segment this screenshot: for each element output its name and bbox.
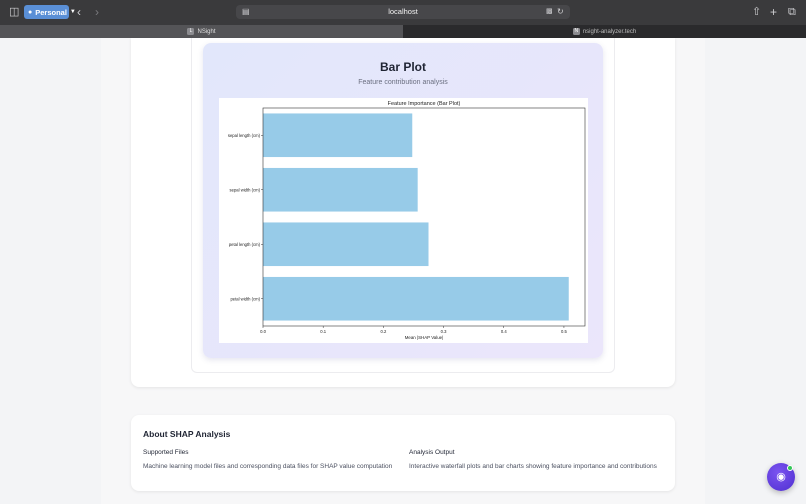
tab-favicon: L <box>187 28 195 35</box>
x-axis-label: Mean |SHAP Value| <box>405 335 443 340</box>
assistant-button[interactable]: ◉ <box>767 463 795 491</box>
x-tick-label: 0.5 <box>561 329 567 334</box>
address-bar[interactable]: ▤ localhost ▩ ↻ <box>236 5 570 19</box>
reload-icon[interactable]: ↻ <box>557 7 564 16</box>
tab-bar: L NSight N nsight-analyzer.tech <box>0 25 806 38</box>
tab-nsight[interactable]: L NSight <box>0 25 403 38</box>
analysis-output-text: Interactive waterfall plots and bar char… <box>409 463 657 470</box>
supported-files-heading: Supported Files <box>143 449 189 456</box>
bar-chart-svg: Feature Importance (Bar Plot) sepal lengt… <box>228 101 586 340</box>
analysis-output-heading: Analysis Output <box>409 449 455 456</box>
about-card: About SHAP Analysis Supported Files Mach… <box>131 415 675 491</box>
chart-bar <box>263 167 418 212</box>
tab-label: nsight-analyzer.tech <box>582 28 637 35</box>
chart-bar <box>263 113 413 158</box>
about-title: About SHAP Analysis <box>143 429 231 439</box>
back-icon[interactable]: ‹ <box>77 5 81 19</box>
chart-bar <box>263 222 429 267</box>
x-tick-label: 0.4 <box>501 329 507 334</box>
robot-icon: ◉ <box>776 471 786 483</box>
y-tick-label: sepal width (cm) <box>230 187 261 192</box>
plot-card-subtitle: Feature contribution analysis <box>358 79 448 86</box>
plot-frame <box>262 107 586 327</box>
sidebar-icon[interactable]: ◫ <box>9 6 20 18</box>
supported-files-text: Machine learning model files and corresp… <box>143 463 393 470</box>
y-tick-label: sepal length (cm) <box>228 133 261 138</box>
chevron-down-icon: ▼ <box>69 9 76 15</box>
bar-plot-card: Bar Plot Feature contribution analysis F… <box>203 43 603 358</box>
bar-chart: Feature Importance (Bar Plot) sepal lengt… <box>219 98 588 343</box>
page-viewport: Bar Plot Feature contribution analysis F… <box>0 38 806 504</box>
y-tick-label: petal length (cm) <box>229 242 261 247</box>
page-icon: ▤ <box>242 7 250 16</box>
chart-title: Feature Importance (Bar Plot) <box>388 101 461 107</box>
profile-label: Personal <box>35 7 67 17</box>
browser-toolbar: ◫ ● Personal ▼ ‹ › ▤ localhost ▩ ↻ ⇧ + ⧉ <box>0 0 806 25</box>
new-tab-icon[interactable]: + <box>770 5 778 19</box>
x-tick-label: 0.1 <box>320 329 326 334</box>
x-tick-label: 0.3 <box>441 329 447 334</box>
plot-card-title: Bar Plot <box>379 60 426 74</box>
online-status-dot <box>787 465 793 471</box>
person-icon: ● <box>28 8 33 16</box>
translate-icon[interactable]: ▩ <box>546 8 553 15</box>
x-tick-label: 0.0 <box>260 329 266 334</box>
url-text: localhost <box>388 7 418 16</box>
share-icon[interactable]: ⇧ <box>752 6 762 18</box>
tab-favicon: N <box>572 28 580 35</box>
y-tick-label: petal width (cm) <box>230 296 260 301</box>
tab-label: NSight <box>197 28 216 35</box>
tab-nsight-analyzer[interactable]: N nsight-analyzer.tech <box>403 25 806 38</box>
tab-overview-icon[interactable]: ⧉ <box>788 6 796 18</box>
forward-icon[interactable]: › <box>95 5 99 19</box>
chart-bar <box>263 276 569 321</box>
profile-button[interactable]: ● Personal ▼ <box>24 5 76 19</box>
x-tick-label: 0.2 <box>380 329 386 334</box>
